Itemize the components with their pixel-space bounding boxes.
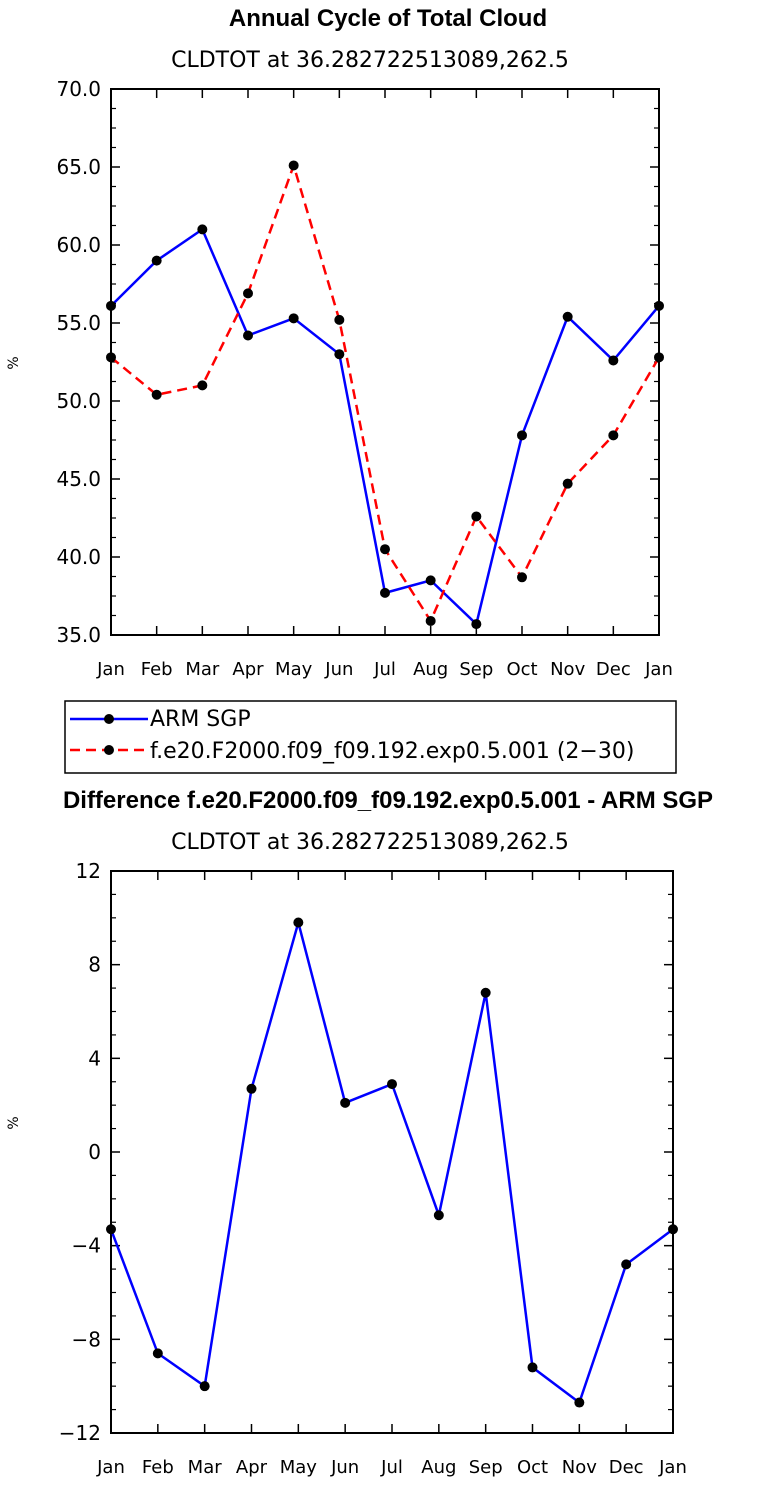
- top-series-1-point: [471, 511, 482, 522]
- top-xtick-label: Dec: [596, 659, 631, 680]
- top-xtick-label: Jul: [373, 659, 396, 680]
- bottom-xtick-label: Dec: [609, 1457, 644, 1478]
- legend-marker-model: [104, 745, 114, 755]
- bottom-series-0-point: [621, 1259, 632, 1270]
- bottom-series-0-point: [340, 1097, 351, 1108]
- bottom-ytick-label: 12: [76, 859, 101, 883]
- bottom-series-0-point: [527, 1362, 538, 1373]
- top-series-0-point: [562, 311, 573, 322]
- bottom-series-0-point: [574, 1397, 585, 1408]
- top-series-1-point: [425, 615, 436, 626]
- top-series-line-0: [110, 227, 660, 627]
- bottom-xtick-label: Jan: [96, 1457, 125, 1478]
- top-ytick-label: 40.0: [56, 545, 101, 569]
- legend-marker-arm-sgp: [104, 714, 114, 724]
- bottom-xtick-label: Sep: [469, 1457, 503, 1478]
- bottom-ytick-label: −4: [72, 1234, 101, 1258]
- bottom-series-line-0: [109, 917, 674, 1405]
- bottom-chart-title: Difference f.e20.F2000.f09_f09.192.exp0.…: [63, 787, 713, 814]
- top-series-1-point: [151, 389, 162, 400]
- bottom-series-0-point: [668, 1224, 678, 1235]
- top-xtick-label: Nov: [550, 659, 585, 680]
- bottom-series-0-point: [433, 1210, 444, 1221]
- bottom-xtick-label: Apr: [236, 1457, 268, 1478]
- top-series-0-point: [425, 575, 436, 586]
- bottom-series-0-point: [106, 1224, 116, 1235]
- bottom-xtick-label: Oct: [517, 1457, 548, 1478]
- top-series-0-point: [471, 619, 482, 630]
- top-xtick-label: Jan: [96, 659, 125, 680]
- bottom-ytick-label: 8: [88, 953, 101, 977]
- top-xtick-label: Jan: [644, 659, 673, 680]
- top-xtick-label: Mar: [185, 659, 220, 680]
- top-ytick-label: 60.0: [56, 233, 101, 257]
- top-series-0-point: [151, 255, 162, 266]
- top-series-1-point: [654, 352, 664, 363]
- top-series-1-point: [106, 352, 116, 363]
- top-ytick-label: 70.0: [56, 77, 101, 101]
- top-series-1-point: [380, 544, 390, 555]
- bottom-series-0-point: [246, 1083, 257, 1094]
- legend-label-arm-sgp: ARM SGP: [150, 707, 251, 732]
- bottom-plot-frame: [110, 870, 674, 1434]
- bottom-series-0-point: [199, 1381, 210, 1392]
- top-series-1-point: [197, 380, 208, 391]
- bottom-ytick-label: 0: [88, 1140, 101, 1164]
- top-ytick-label: 45.0: [56, 467, 101, 491]
- bottom-xtick-label: Nov: [562, 1457, 597, 1478]
- top-series-0-point: [334, 349, 345, 360]
- top-xtick-label: Feb: [141, 659, 173, 680]
- top-ytick-label: 35.0: [56, 623, 101, 647]
- top-series-0-point: [380, 587, 390, 598]
- bottom-ytick-label: 4: [88, 1046, 101, 1070]
- top-xtick-label: May: [275, 659, 313, 680]
- bottom-ytick-label: −12: [59, 1421, 101, 1445]
- top-series-0-point: [243, 330, 253, 341]
- legend-box: [64, 700, 677, 774]
- top-series-0-point: [517, 430, 527, 441]
- bottom-chart-subtitle: CLDTOT at 36.282722513089,262.5: [171, 830, 569, 855]
- top-series-1-point: [288, 160, 299, 171]
- bottom-xtick-label: Feb: [142, 1457, 174, 1478]
- top-series-1-point: [608, 430, 619, 441]
- bottom-xtick-label: Jul: [380, 1457, 403, 1478]
- top-xtick-label: Oct: [506, 659, 537, 680]
- top-xtick-label: Apr: [232, 659, 264, 680]
- bottom-xtick-label: Jun: [330, 1457, 359, 1478]
- top-xtick-label: Sep: [459, 659, 493, 680]
- top-series-1-point: [562, 478, 573, 489]
- top-series-1-point: [334, 314, 345, 325]
- top-series-0-point: [197, 224, 208, 235]
- bottom-xtick-label: Aug: [421, 1457, 456, 1478]
- legend-label-model: f.e20.F2000.f09_f09.192.exp0.5.001 (2−30…: [150, 739, 634, 764]
- top-series-0-point: [288, 313, 299, 324]
- top-chart-title: Annual Cycle of Total Cloud: [229, 5, 547, 32]
- top-chart-ylabel: %: [6, 356, 22, 369]
- bottom-xtick-label: Jan: [658, 1457, 687, 1478]
- top-series-1-point: [517, 572, 527, 583]
- bottom-series-0-point: [387, 1079, 397, 1090]
- top-series-0-point: [106, 300, 116, 311]
- bottom-series-0-point: [152, 1348, 163, 1359]
- top-chart-subtitle: CLDTOT at 36.282722513089,262.5: [171, 48, 569, 73]
- top-ytick-label: 65.0: [56, 155, 101, 179]
- top-xtick-label: Jun: [324, 659, 353, 680]
- bottom-series-0-point: [293, 917, 304, 928]
- bottom-xtick-label: May: [280, 1457, 318, 1478]
- top-series-0-point: [654, 300, 664, 311]
- top-series-0-point: [608, 355, 619, 366]
- bottom-ytick-label: −8: [72, 1327, 101, 1351]
- top-series-1-point: [243, 288, 253, 299]
- bottom-chart-ylabel: %: [6, 1116, 22, 1129]
- top-ytick-label: 55.0: [56, 311, 101, 335]
- top-ytick-label: 50.0: [56, 389, 101, 413]
- bottom-xtick-label: Mar: [188, 1457, 223, 1478]
- top-xtick-label: Aug: [413, 659, 448, 680]
- bottom-series-0-point: [480, 987, 491, 998]
